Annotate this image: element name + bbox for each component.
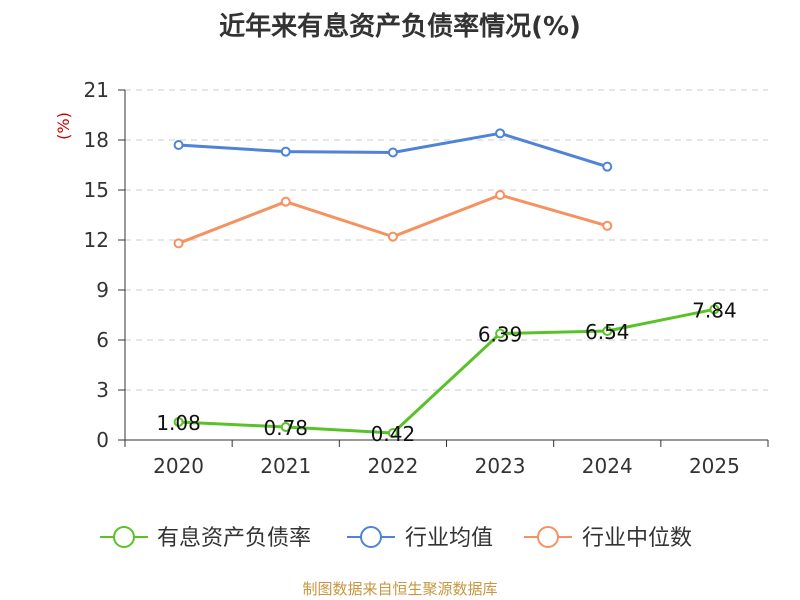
data-point[interactable]	[602, 220, 613, 231]
data-point[interactable]	[387, 231, 398, 242]
data-label: 1.08	[156, 411, 201, 435]
y-axis-label: (%)	[54, 112, 73, 140]
data-point[interactable]	[602, 161, 613, 172]
data-point[interactable]	[280, 196, 291, 207]
data-label: 0.78	[263, 416, 308, 440]
y-tick-label: 9	[96, 278, 109, 302]
data-point[interactable]	[173, 140, 184, 150]
data-point[interactable]	[280, 422, 291, 432]
chart-title: 近年来有息资产负债率情况(%)	[219, 12, 581, 42]
x-tick-label: 2025	[689, 454, 740, 478]
y-tick-label: 0	[96, 428, 109, 452]
y-tick-label: 15	[84, 178, 109, 202]
data-label: 0.42	[371, 422, 416, 446]
data-point[interactable]	[387, 428, 398, 438]
data-point[interactable]	[173, 238, 184, 249]
legend-marker	[360, 526, 382, 548]
data-point[interactable]	[709, 304, 720, 315]
x-tick-label: 2020	[153, 454, 204, 478]
data-point[interactable]	[495, 128, 506, 139]
data-point[interactable]	[173, 417, 184, 427]
data-point[interactable]	[602, 326, 613, 336]
legend-label[interactable]: 行业均值	[405, 526, 493, 551]
x-tick-label: 2023	[475, 454, 526, 478]
series-line-0	[178, 307, 715, 435]
legend-label[interactable]: 行业中位数	[582, 526, 692, 551]
y-tick-label: 21	[84, 78, 109, 102]
legend-label[interactable]: 有息资产负债率	[157, 526, 311, 551]
data-point[interactable]	[387, 147, 398, 158]
data-point[interactable]	[495, 190, 506, 200]
source-note: 制图数据来自恒生聚源数据库	[302, 580, 498, 598]
legend-marker	[113, 526, 135, 548]
y-tick-label: 6	[96, 328, 109, 352]
y-tick-label: 12	[84, 228, 109, 252]
data-label: 6.54	[585, 320, 630, 344]
data-label: 6.39	[478, 323, 523, 347]
x-tick-label: 2024	[582, 454, 633, 478]
data-point[interactable]	[495, 328, 506, 339]
data-label: 7.84	[692, 298, 737, 322]
y-tick-label: 3	[96, 378, 109, 402]
x-tick-label: 2022	[367, 454, 418, 478]
data-point[interactable]	[280, 146, 291, 157]
x-tick-label: 2021	[260, 454, 311, 478]
y-tick-label: 18	[84, 128, 109, 152]
legend-marker	[537, 526, 559, 548]
